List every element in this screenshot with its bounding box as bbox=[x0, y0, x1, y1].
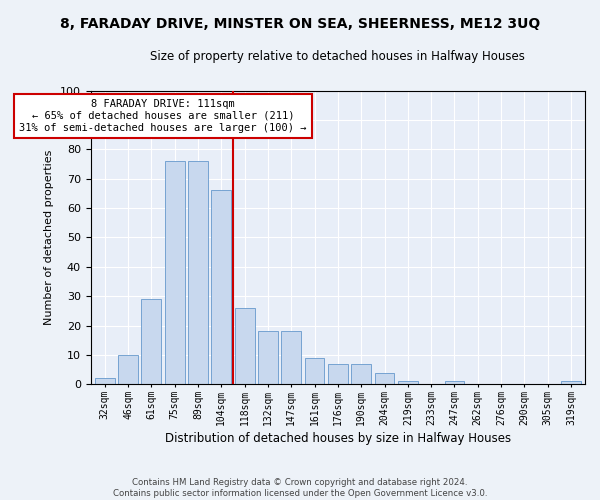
Bar bbox=[351, 364, 371, 384]
Bar bbox=[305, 358, 325, 384]
X-axis label: Distribution of detached houses by size in Halfway Houses: Distribution of detached houses by size … bbox=[165, 432, 511, 445]
Bar bbox=[445, 382, 464, 384]
Text: 8 FARADAY DRIVE: 111sqm
← 65% of detached houses are smaller (211)
31% of semi-d: 8 FARADAY DRIVE: 111sqm ← 65% of detache… bbox=[19, 100, 307, 132]
Title: Size of property relative to detached houses in Halfway Houses: Size of property relative to detached ho… bbox=[151, 50, 526, 63]
Bar bbox=[165, 161, 185, 384]
Bar bbox=[258, 332, 278, 384]
Bar bbox=[118, 355, 138, 384]
Bar bbox=[188, 161, 208, 384]
Bar bbox=[398, 382, 418, 384]
Text: Contains HM Land Registry data © Crown copyright and database right 2024.
Contai: Contains HM Land Registry data © Crown c… bbox=[113, 478, 487, 498]
Text: 8, FARADAY DRIVE, MINSTER ON SEA, SHEERNESS, ME12 3UQ: 8, FARADAY DRIVE, MINSTER ON SEA, SHEERN… bbox=[60, 18, 540, 32]
Bar bbox=[95, 378, 115, 384]
Bar bbox=[561, 382, 581, 384]
Bar bbox=[328, 364, 348, 384]
Bar bbox=[142, 299, 161, 384]
Bar bbox=[374, 372, 394, 384]
Bar bbox=[235, 308, 254, 384]
Bar bbox=[211, 190, 231, 384]
Y-axis label: Number of detached properties: Number of detached properties bbox=[44, 150, 55, 325]
Bar bbox=[281, 332, 301, 384]
